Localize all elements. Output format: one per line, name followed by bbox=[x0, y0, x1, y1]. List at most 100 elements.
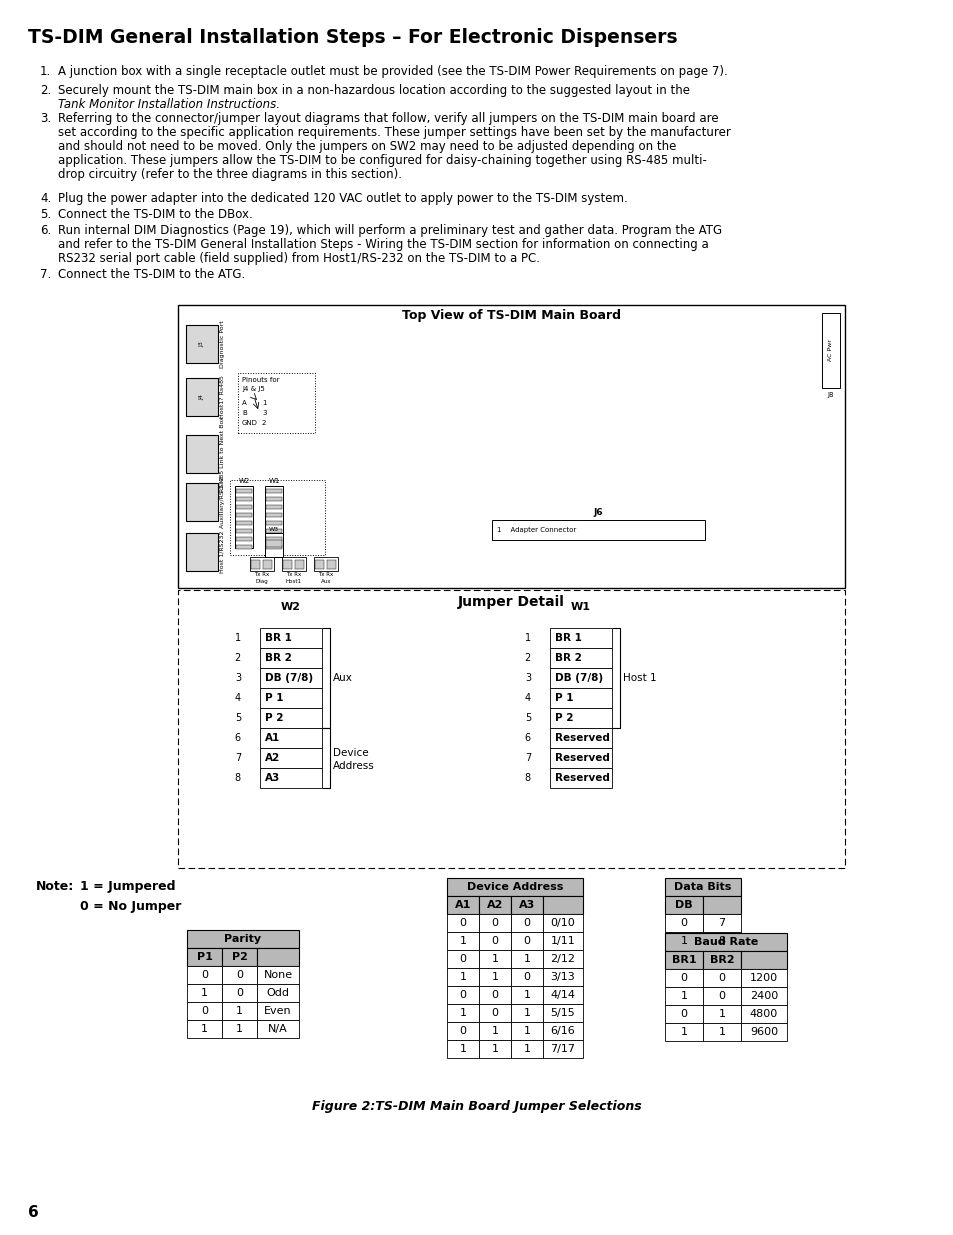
Bar bbox=[664, 951, 702, 969]
Bar bbox=[260, 668, 322, 688]
Bar bbox=[702, 897, 740, 914]
Bar bbox=[702, 914, 740, 932]
Text: 2/12: 2/12 bbox=[550, 953, 575, 965]
Text: 1: 1 bbox=[523, 1008, 530, 1018]
Text: 2: 2 bbox=[234, 653, 241, 663]
Text: 6.: 6. bbox=[40, 224, 51, 237]
Text: J4 & J5: J4 & J5 bbox=[242, 387, 265, 391]
Text: 1200: 1200 bbox=[749, 973, 778, 983]
Bar bbox=[187, 1002, 222, 1020]
Bar bbox=[511, 932, 542, 950]
Bar bbox=[222, 1002, 256, 1020]
Bar bbox=[235, 545, 252, 550]
Text: A2: A2 bbox=[265, 753, 280, 763]
Bar bbox=[740, 1023, 786, 1041]
Text: Jumper Detail: Jumper Detail bbox=[457, 595, 564, 609]
Text: 1: 1 bbox=[491, 1026, 498, 1036]
Text: AC Pwr: AC Pwr bbox=[827, 340, 833, 362]
Bar bbox=[664, 969, 702, 987]
Bar bbox=[187, 930, 298, 948]
Bar bbox=[478, 1004, 511, 1023]
Bar bbox=[187, 984, 222, 1002]
Text: 8: 8 bbox=[718, 936, 725, 946]
Text: Connect the TS-DIM to the ATG.: Connect the TS-DIM to the ATG. bbox=[58, 268, 245, 282]
Text: A1: A1 bbox=[455, 900, 471, 910]
Text: A junction box with a single receptacle outlet must be provided (see the TS-DIM : A junction box with a single receptacle … bbox=[58, 65, 727, 78]
Bar bbox=[260, 648, 322, 668]
Text: 7.: 7. bbox=[40, 268, 51, 282]
Bar bbox=[235, 521, 252, 525]
Text: Aux: Aux bbox=[333, 673, 353, 683]
Text: 0: 0 bbox=[459, 1026, 466, 1036]
Text: BR1: BR1 bbox=[671, 955, 696, 965]
Text: TS-DIM General Installation Steps – For Electronic Dispensers: TS-DIM General Installation Steps – For … bbox=[28, 28, 677, 47]
Bar bbox=[550, 768, 612, 788]
Text: Note:: Note: bbox=[36, 881, 74, 893]
Bar bbox=[664, 932, 702, 950]
Bar bbox=[478, 1040, 511, 1058]
Bar bbox=[550, 629, 612, 648]
Bar bbox=[327, 559, 335, 569]
Bar bbox=[314, 557, 337, 571]
Bar bbox=[266, 505, 282, 509]
Text: 9600: 9600 bbox=[749, 1028, 778, 1037]
Text: P 1: P 1 bbox=[265, 693, 283, 703]
Bar bbox=[740, 969, 786, 987]
Text: Tx Rx: Tx Rx bbox=[254, 572, 270, 577]
Bar bbox=[283, 559, 292, 569]
Bar bbox=[550, 708, 612, 727]
Bar bbox=[314, 559, 324, 569]
Text: 4/14: 4/14 bbox=[550, 990, 575, 1000]
Text: 1: 1 bbox=[201, 1024, 208, 1034]
Text: Device Address: Device Address bbox=[466, 882, 562, 892]
Bar bbox=[178, 590, 844, 868]
Text: 0: 0 bbox=[235, 969, 243, 981]
Text: 1: 1 bbox=[262, 400, 266, 406]
Text: 6: 6 bbox=[234, 734, 241, 743]
Text: 2: 2 bbox=[262, 420, 266, 426]
Text: Reserved: Reserved bbox=[555, 753, 609, 763]
Text: 0: 0 bbox=[491, 990, 498, 1000]
Text: Baud Rate: Baud Rate bbox=[693, 937, 758, 947]
Text: W2: W2 bbox=[281, 601, 301, 613]
Text: Connect the TS-DIM to the DBox.: Connect the TS-DIM to the DBox. bbox=[58, 207, 253, 221]
Text: Securely mount the TS-DIM main box in a non-hazardous location according to the : Securely mount the TS-DIM main box in a … bbox=[58, 84, 693, 98]
Text: Address: Address bbox=[333, 761, 375, 771]
Bar bbox=[251, 559, 260, 569]
Bar bbox=[511, 968, 542, 986]
Bar bbox=[186, 378, 218, 416]
Text: A2: A2 bbox=[486, 900, 502, 910]
Bar bbox=[447, 1040, 478, 1058]
Bar bbox=[542, 950, 582, 968]
Text: 2: 2 bbox=[524, 653, 531, 663]
Text: 6: 6 bbox=[28, 1205, 39, 1220]
Text: 1: 1 bbox=[523, 1026, 530, 1036]
Text: 0: 0 bbox=[201, 1007, 208, 1016]
Bar bbox=[511, 914, 542, 932]
Text: 0: 0 bbox=[235, 988, 243, 998]
Bar bbox=[294, 559, 304, 569]
Text: 3: 3 bbox=[234, 673, 241, 683]
Text: A1: A1 bbox=[265, 734, 280, 743]
Text: W3: W3 bbox=[269, 527, 279, 532]
Text: 4.: 4. bbox=[40, 191, 51, 205]
Text: 5: 5 bbox=[234, 713, 241, 722]
Bar bbox=[447, 897, 478, 914]
Bar bbox=[235, 505, 252, 509]
Bar bbox=[256, 948, 298, 966]
Text: 1: 1 bbox=[459, 972, 466, 982]
Bar bbox=[702, 951, 740, 969]
Text: 1/11: 1/11 bbox=[550, 936, 575, 946]
Bar bbox=[447, 950, 478, 968]
Text: 3.: 3. bbox=[40, 112, 51, 125]
Bar bbox=[235, 513, 252, 517]
Bar bbox=[235, 529, 252, 534]
Bar bbox=[222, 948, 256, 966]
Text: Top View of TS-DIM Main Board: Top View of TS-DIM Main Board bbox=[401, 309, 620, 322]
Text: 1: 1 bbox=[679, 936, 687, 946]
Bar bbox=[664, 878, 740, 897]
Bar bbox=[511, 1023, 542, 1040]
Bar bbox=[235, 489, 252, 493]
Text: 7: 7 bbox=[234, 753, 241, 763]
Text: 1: 1 bbox=[523, 953, 530, 965]
